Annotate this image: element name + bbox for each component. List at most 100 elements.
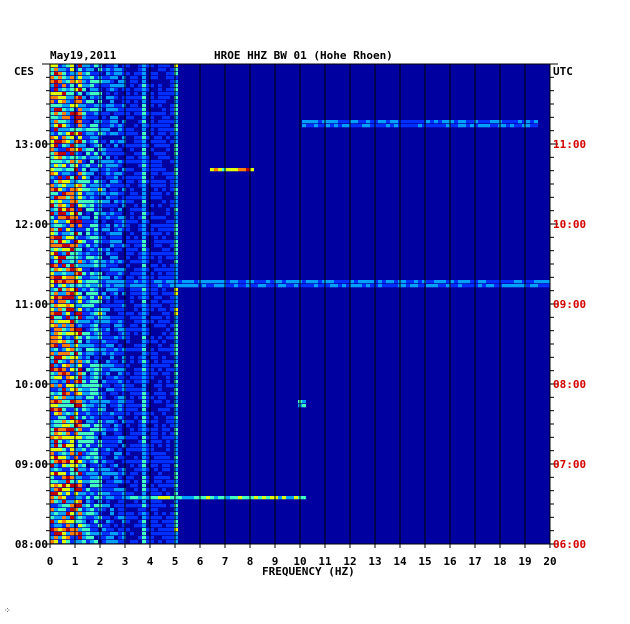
spectrogram-cell <box>158 476 162 480</box>
spectrogram-cell <box>154 140 158 144</box>
spectrogram-cell <box>374 120 378 124</box>
spectrogram-cell <box>246 284 250 288</box>
spectrogram-cell <box>142 184 146 188</box>
spectrogram-cell <box>94 292 98 296</box>
spectrogram-cell <box>54 192 58 196</box>
spectrogram-cell <box>66 344 70 348</box>
spectrogram-cell <box>130 292 134 296</box>
spectrogram-cell <box>66 164 70 168</box>
spectrogram-cell <box>54 256 58 260</box>
spectrogram-cell <box>342 280 346 284</box>
spectrogram-cell <box>62 464 66 468</box>
spectrogram-cell <box>110 244 114 248</box>
spectrogram-cell <box>174 532 178 536</box>
spectrogram-cell <box>66 268 70 272</box>
spectrogram-cell <box>110 272 114 276</box>
spectrogram-cell <box>138 84 142 88</box>
spectrogram-cell <box>74 392 78 396</box>
spectrogram-cell <box>62 332 66 336</box>
spectrogram-cell <box>130 196 134 200</box>
spectrogram-cell <box>74 164 78 168</box>
spectrogram-cell <box>50 316 54 320</box>
spectrogram-cell <box>154 524 158 528</box>
spectrogram-cell <box>282 284 286 288</box>
spectrogram-cell <box>94 504 98 508</box>
spectrogram-cell <box>166 468 170 472</box>
spectrogram-cell <box>90 324 94 328</box>
left-tick-label: 09:00 <box>15 458 48 471</box>
spectrogram-cell <box>170 228 174 232</box>
spectrogram-cell <box>150 316 154 320</box>
spectrogram-cell <box>50 424 54 428</box>
spectrogram-cell <box>66 444 70 448</box>
spectrogram-cell <box>86 268 90 272</box>
spectrogram-cell <box>70 392 74 396</box>
spectrogram-cell <box>78 176 82 180</box>
spectrogram-cell <box>138 464 142 468</box>
spectrogram-cell <box>90 320 94 324</box>
spectrogram-cell <box>94 140 98 144</box>
spectrogram-cell <box>114 88 118 92</box>
spectrogram-cell <box>50 380 54 384</box>
spectrogram-cell <box>146 404 150 408</box>
spectrogram-cell <box>210 168 214 172</box>
spectrogram-cell <box>102 316 106 320</box>
spectrogram-cell <box>86 304 90 308</box>
spectrogram-cell <box>146 292 150 296</box>
spectrogram-cell <box>178 284 182 288</box>
spectrogram-cell <box>178 280 182 284</box>
spectrogram-cell <box>142 440 146 444</box>
spectrogram-cell <box>142 312 146 316</box>
spectrogram-cell <box>382 280 386 284</box>
spectrogram-cell <box>154 136 158 140</box>
spectrogram-cell <box>142 208 146 212</box>
spectrogram-cell <box>118 456 122 460</box>
spectrogram-cell <box>382 284 386 288</box>
spectrogram-cell <box>146 276 150 280</box>
left-tick-label: 08:00 <box>15 538 48 551</box>
spectrogram-cell <box>146 444 150 448</box>
spectrogram-cell <box>78 360 82 364</box>
spectrogram-cell <box>70 272 74 276</box>
spectrogram-cell <box>154 480 158 484</box>
spectrogram-cell <box>86 116 90 120</box>
spectrogram-cell <box>74 168 78 172</box>
spectrogram-cell <box>106 480 110 484</box>
spectrogram-cell <box>130 384 134 388</box>
spectrogram-cell <box>122 184 126 188</box>
spectrogram-cell <box>102 240 106 244</box>
spectrogram-cell <box>118 268 122 272</box>
spectrogram-cell <box>78 296 82 300</box>
spectrogram-cell <box>70 380 74 384</box>
spectrogram-cell <box>74 484 78 488</box>
spectrogram-cell <box>150 372 154 376</box>
spectrogram-cell <box>106 300 110 304</box>
spectrogram-cell <box>110 304 114 308</box>
spectrogram-cell <box>58 96 62 100</box>
spectrogram-cell <box>74 160 78 164</box>
spectrogram-cell <box>66 480 70 484</box>
spectrogram-cell <box>122 528 126 532</box>
spectrogram-cell <box>154 200 158 204</box>
spectrogram-cell <box>106 400 110 404</box>
spectrogram-cell <box>66 352 70 356</box>
spectrogram-cell <box>254 284 258 288</box>
spectrogram-cell <box>66 508 70 512</box>
spectrogram-cell <box>174 340 178 344</box>
spectrogram-cell <box>106 380 110 384</box>
spectrogram-cell <box>174 496 178 500</box>
spectrogram-cell <box>158 196 162 200</box>
spectrogram-cell <box>78 108 82 112</box>
spectrogram-cell <box>134 276 138 280</box>
spectrogram-cell <box>82 500 86 504</box>
spectrogram-cell <box>54 64 58 68</box>
spectrogram-cell <box>74 436 78 440</box>
spectrogram-cell <box>146 496 150 500</box>
spectrogram-cell <box>110 364 114 368</box>
spectrogram-cell <box>102 312 106 316</box>
spectrogram-cell <box>174 332 178 336</box>
spectrogram-cell <box>142 460 146 464</box>
spectrogram-cell <box>66 400 70 404</box>
spectrogram-cell <box>94 516 98 520</box>
spectrogram-cell <box>66 72 70 76</box>
